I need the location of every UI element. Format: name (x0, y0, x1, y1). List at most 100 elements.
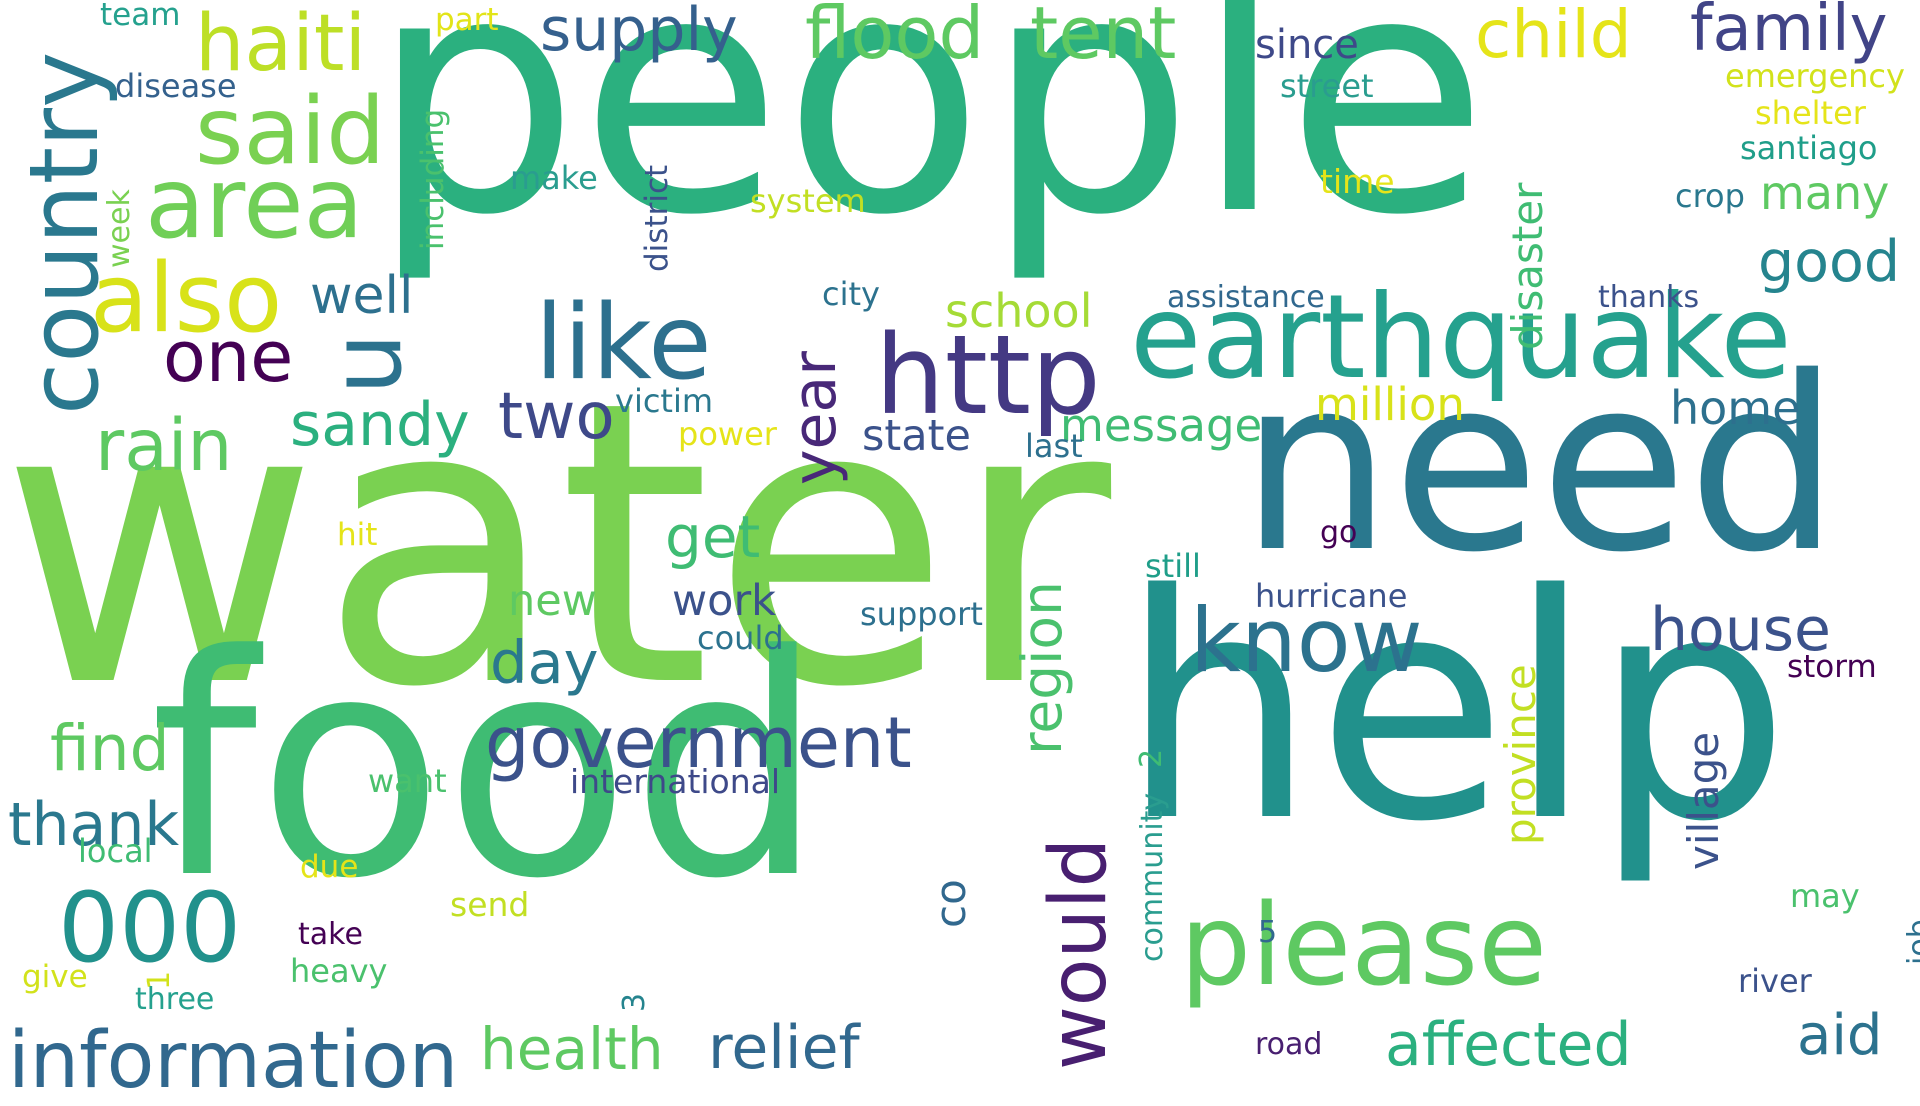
cloud-word: said (195, 77, 386, 185)
cloud-word: disease (115, 67, 237, 105)
cloud-word: hit (337, 517, 378, 553)
cloud-word: would (1034, 837, 1124, 1070)
cloud-word: information (8, 1016, 459, 1106)
cloud-word: 000 (58, 872, 242, 984)
cloud-word: could (697, 619, 784, 657)
cloud-word: power (678, 415, 777, 453)
cloud-word: three (135, 982, 215, 1017)
cloud-word: child (1475, 0, 1632, 73)
cloud-word: haiti (195, 0, 367, 89)
cloud-word: 2 (1134, 748, 1169, 768)
cloud-word: flood (805, 0, 985, 75)
cloud-word: system (750, 182, 866, 220)
cloud-word: job (1902, 919, 1920, 965)
cloud-word: aid (1797, 1003, 1883, 1068)
cloud-word: community (1135, 792, 1170, 962)
cloud-word: 3 (617, 992, 652, 1012)
cloud-word: heavy (290, 952, 388, 990)
cloud-word: relief (708, 1013, 860, 1083)
cloud-word: district (639, 164, 675, 272)
cloud-word: part (435, 2, 499, 38)
cloud-word: emergency (1725, 57, 1905, 95)
cloud-word: year (780, 351, 850, 485)
cloud-word: crop (1675, 177, 1745, 215)
cloud-word: take (298, 917, 363, 952)
cloud-word: food (150, 590, 825, 945)
cloud-word: team (100, 0, 181, 33)
cloud-word: want (368, 762, 447, 800)
cloud-word: know (1190, 589, 1423, 692)
cloud-word: support (860, 595, 983, 633)
cloud-word: state (862, 411, 971, 461)
cloud-word: thanks (1598, 280, 1700, 315)
cloud-word: good (1758, 229, 1901, 295)
cloud-word: message (1060, 399, 1263, 452)
cloud-word: water (0, 318, 1112, 772)
cloud-word: international (570, 762, 781, 801)
cloud-word: tent (1030, 0, 1177, 75)
cloud-word: many (1760, 166, 1890, 220)
cloud-word: village (1679, 731, 1728, 870)
cloud-word: day (490, 628, 599, 697)
cloud-word: hurricane (1255, 577, 1408, 615)
cloud-word: road (1255, 1027, 1323, 1062)
cloud-word: last (1025, 427, 1083, 465)
cloud-word: please (1180, 881, 1548, 1011)
cloud-word: storm (1787, 649, 1877, 685)
cloud-word: time (1320, 162, 1395, 201)
cloud-word: school (945, 284, 1093, 338)
cloud-word: area (145, 147, 364, 261)
cloud-word: help (1120, 529, 1791, 890)
cloud-word: country (10, 51, 120, 415)
cloud-word: one (163, 316, 294, 398)
cloud-word: need (1240, 325, 1840, 605)
cloud-word: million (1315, 378, 1465, 431)
cloud-word: people (370, 0, 1489, 287)
cloud-word: rain (95, 404, 233, 487)
cloud-word: victim (615, 382, 714, 420)
cloud-word: assistance (1167, 280, 1325, 315)
cloud-word: santiago (1740, 129, 1878, 167)
cloud-word: due (300, 849, 359, 885)
cloud-word: disaster (1503, 182, 1552, 350)
cloud-word: may (1790, 877, 1860, 915)
cloud-word: send (450, 885, 530, 924)
cloud-word: give (22, 959, 88, 995)
cloud-word: go (1320, 515, 1358, 550)
cloud-word: http (875, 311, 1101, 439)
cloud-word: co (926, 879, 975, 928)
cloud-word: supply (540, 0, 738, 65)
cloud-word: since (1255, 22, 1359, 68)
cloud-word: get (665, 503, 761, 571)
cloud-word: shelter (1755, 94, 1866, 132)
cloud-word: affected (1385, 1010, 1632, 1080)
cloud-word: province (1496, 664, 1545, 845)
cloud-word: make (510, 159, 598, 197)
cloud-word: house (1650, 595, 1831, 665)
cloud-word: week (102, 189, 137, 268)
cloud-word: earthquake (1130, 270, 1792, 405)
cloud-word: new (508, 576, 597, 626)
cloud-word: 5 (1258, 915, 1278, 950)
cloud-word: city (822, 275, 880, 313)
cloud-word: also (90, 244, 283, 354)
cloud-word: work (672, 576, 777, 626)
cloud-word: sandy (290, 390, 470, 460)
cloud-word: health (480, 1015, 664, 1083)
cloud-word: family (1690, 0, 1888, 66)
cloud-word: two (498, 380, 615, 454)
cloud-word: find (50, 712, 170, 785)
cloud-word: region (1010, 581, 1074, 755)
cloud-word: still (1145, 547, 1201, 585)
cloud-word: including (415, 108, 451, 250)
cloud-word: well (310, 266, 414, 326)
cloud-word: like (535, 283, 712, 403)
cloud-word: government (485, 702, 912, 784)
cloud-word: thank (8, 790, 180, 860)
cloud-word: local (78, 832, 153, 870)
cloud-word: street (1280, 67, 1374, 105)
cloud-word: u (310, 332, 424, 395)
cloud-word: home (1670, 381, 1801, 435)
cloud-word: river (1738, 962, 1812, 1000)
